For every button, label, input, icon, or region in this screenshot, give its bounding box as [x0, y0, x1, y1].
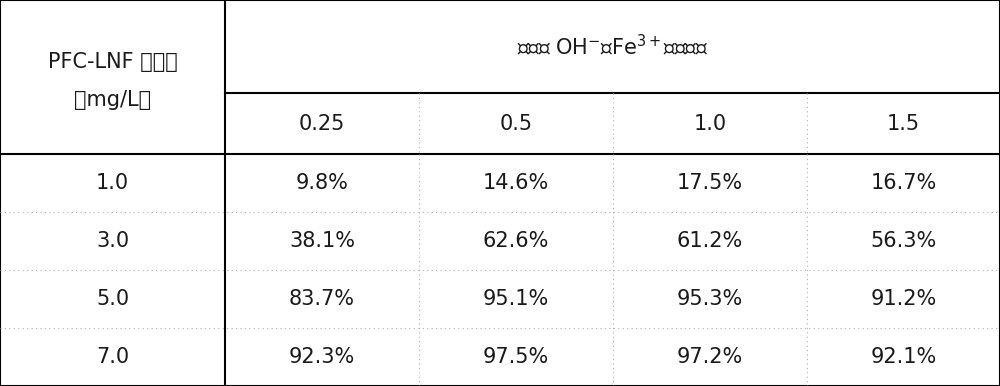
Text: 9.8%: 9.8% [296, 173, 348, 193]
Text: 0.5: 0.5 [499, 113, 533, 134]
Text: 1.0: 1.0 [96, 173, 129, 193]
Text: 97.2%: 97.2% [677, 347, 743, 367]
Text: 16.7%: 16.7% [870, 173, 937, 193]
Text: PFC-LNF 投加量: PFC-LNF 投加量 [48, 52, 177, 72]
Text: 56.3%: 56.3% [870, 231, 937, 251]
Text: 1.5: 1.5 [887, 113, 920, 134]
Text: 碱化度 OH$^{-}$：Fe$^{3+}$的摩尔比: 碱化度 OH$^{-}$：Fe$^{3+}$的摩尔比 [517, 34, 708, 59]
Text: 91.2%: 91.2% [870, 289, 937, 309]
Text: 61.2%: 61.2% [677, 231, 743, 251]
Text: 97.5%: 97.5% [483, 347, 549, 367]
Text: 5.0: 5.0 [96, 289, 129, 309]
Text: （mg/L）: （mg/L） [74, 90, 151, 110]
Text: 83.7%: 83.7% [289, 289, 355, 309]
Text: 3.0: 3.0 [96, 231, 129, 251]
Text: 95.3%: 95.3% [677, 289, 743, 309]
Text: 1.0: 1.0 [693, 113, 727, 134]
Text: 92.1%: 92.1% [870, 347, 937, 367]
Text: 38.1%: 38.1% [289, 231, 355, 251]
Text: 95.1%: 95.1% [483, 289, 549, 309]
Text: 14.6%: 14.6% [483, 173, 549, 193]
Text: 62.6%: 62.6% [483, 231, 549, 251]
Text: 17.5%: 17.5% [677, 173, 743, 193]
Text: 92.3%: 92.3% [289, 347, 355, 367]
Text: 7.0: 7.0 [96, 347, 129, 367]
Text: 0.25: 0.25 [299, 113, 345, 134]
